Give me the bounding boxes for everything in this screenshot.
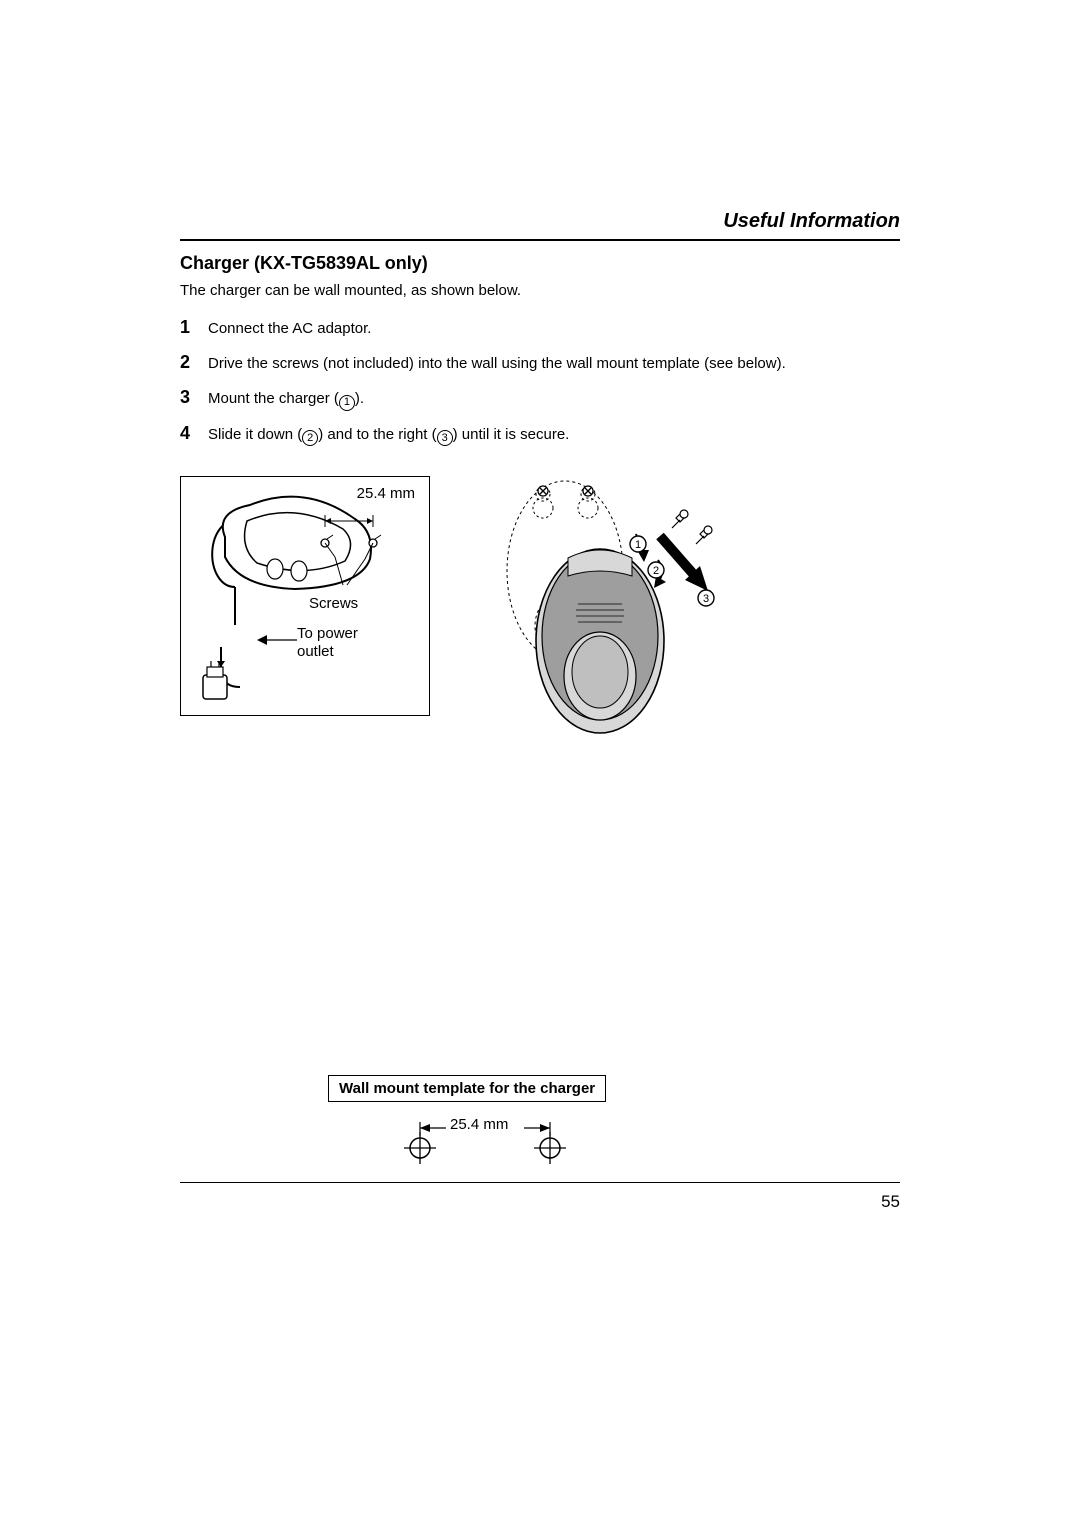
screws-label: Screws: [309, 595, 358, 612]
callout-3-icon: 3: [437, 430, 453, 446]
steps-list: Connect the AC adaptor. Drive the screws…: [180, 315, 900, 446]
power-plug-icon: [195, 647, 295, 707]
power-label-1: To power: [297, 625, 358, 642]
svg-text:2: 2: [653, 565, 659, 577]
page-number: 55: [881, 1192, 900, 1212]
charger-heading: Charger (KX-TG5839AL only): [180, 253, 900, 274]
step-text: Slide it down (2) and to the right (3) u…: [208, 424, 569, 447]
arrow-icon: [257, 633, 297, 647]
svg-text:1: 1: [635, 539, 641, 551]
svg-text:3: 3: [703, 593, 709, 605]
callout-1-icon: 1: [339, 395, 355, 411]
callout-2-icon: 2: [302, 430, 318, 446]
step-item: Slide it down (2) and to the right (3) u…: [180, 421, 900, 447]
step-text: Drive the screws (not included) into the…: [208, 353, 786, 374]
figure-mount-sequence: 1 2 3: [490, 476, 720, 736]
step-item: Mount the charger (1).: [180, 385, 900, 411]
step-text: Mount the charger (1).: [208, 388, 364, 411]
step-item: Connect the AC adaptor.: [180, 315, 900, 340]
template-title: Wall mount template for the charger: [328, 1075, 606, 1102]
footer-rule: [180, 1182, 900, 1183]
power-label-2: outlet: [297, 643, 334, 660]
figure-charger-wall: 25.4 mm: [180, 476, 430, 716]
template-dimension: 25.4 mm: [450, 1116, 508, 1133]
charger-drawing-icon: [195, 487, 415, 627]
step-text: Connect the AC adaptor.: [208, 318, 371, 339]
wall-mount-template: Wall mount template for the charger 25.4…: [180, 1075, 900, 1168]
intro-text: The charger can be wall mounted, as show…: [180, 282, 900, 299]
section-header: Useful Information: [180, 210, 900, 241]
dimension-label: 25.4 mm: [357, 485, 415, 502]
step-item: Drive the screws (not included) into the…: [180, 350, 900, 375]
mount-diagram-icon: 1 2 3: [490, 476, 720, 736]
